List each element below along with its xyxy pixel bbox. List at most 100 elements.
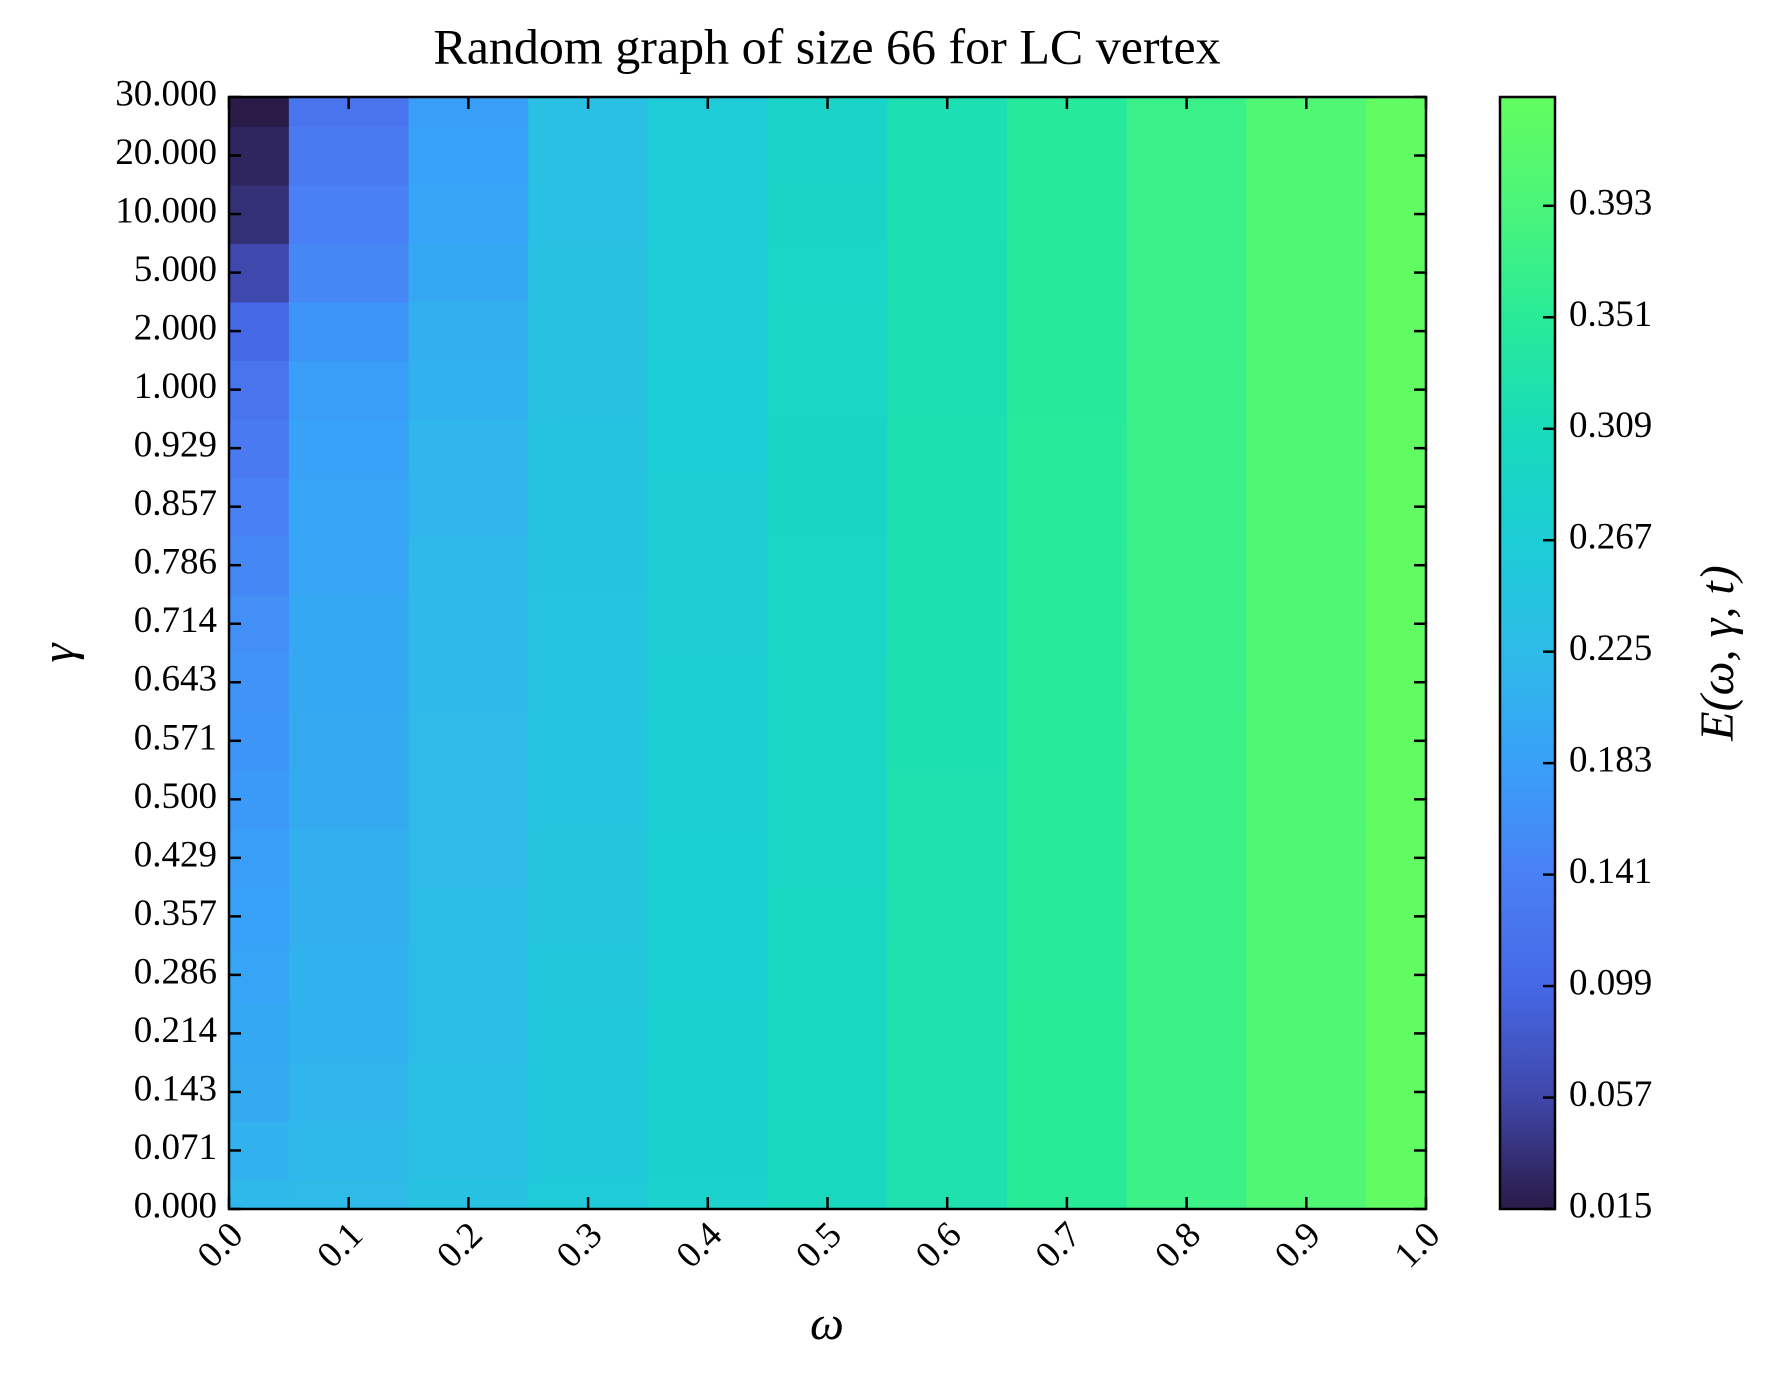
- heatmap-cell: [767, 418, 888, 479]
- heatmap-cell: [1246, 184, 1367, 244]
- heatmap-cell: [887, 1062, 1008, 1122]
- heatmap-cell: [528, 360, 649, 420]
- heatmap-cell: [288, 1121, 410, 1181]
- colorbar-tick-label: 0.015: [1569, 1185, 1652, 1226]
- heatmap-cell: [288, 126, 410, 186]
- heatmap-cell: [1007, 360, 1128, 420]
- heatmap-cell: [528, 477, 649, 537]
- heatmap-cell: [767, 1004, 888, 1064]
- heatmap-cell: [1246, 653, 1367, 713]
- heatmap-cell: [408, 301, 529, 361]
- heatmap-cell: [647, 945, 769, 1005]
- heatmap-cell: [1246, 711, 1367, 771]
- heatmap-cell: [1246, 1004, 1367, 1064]
- heatmap-cell: [767, 594, 888, 654]
- heatmap-cell: [767, 243, 888, 303]
- heatmap-cell: [1246, 1121, 1367, 1181]
- colorbar-tick-label: 0.225: [1569, 628, 1652, 669]
- y-tick-label: 0.000: [134, 1185, 217, 1226]
- heatmap-cell: [767, 770, 888, 830]
- heatmap-cell: [1126, 653, 1248, 713]
- x-tick-label: 1.0: [1387, 1214, 1449, 1276]
- x-tick-label: 0.1: [309, 1214, 371, 1276]
- heatmap-cell: [1126, 126, 1248, 186]
- chart-title: Random graph of size 66 for LC vertex: [433, 18, 1220, 74]
- heatmap-cell: [408, 887, 529, 947]
- heatmap-cell: [528, 301, 649, 361]
- heatmap-cell: [408, 243, 529, 303]
- heatmap-cell: [887, 477, 1008, 537]
- colorbar-tick-label: 0.057: [1569, 1074, 1652, 1115]
- heatmap-cell: [767, 126, 888, 186]
- heatmap-cell: [528, 828, 649, 888]
- x-tick-label: 0.2: [429, 1214, 491, 1276]
- y-tick-label: 0.500: [134, 776, 217, 817]
- y-tick-label: 0.071: [134, 1127, 217, 1168]
- heatmap-cell: [1007, 535, 1128, 596]
- heatmap-cell: [647, 1062, 769, 1122]
- heatmap-cell: [528, 770, 649, 830]
- heatmap-cell: [288, 887, 410, 947]
- heatmap-cell: [1126, 1121, 1248, 1181]
- colorbar-label: E(ω, γ, t): [1691, 565, 1744, 741]
- heatmap-cell: [647, 770, 769, 830]
- heatmap-cell: [1246, 945, 1367, 1005]
- heatmap-cell: [887, 535, 1008, 596]
- colorbar: [1498, 95, 1557, 1211]
- heatmap-cell: [1246, 360, 1367, 420]
- heatmap-cell: [647, 711, 769, 771]
- x-tick-label: 0.7: [1028, 1214, 1090, 1276]
- heatmap-cell: [1126, 301, 1248, 361]
- y-tick-label: 20.000: [115, 132, 217, 173]
- heatmap-cell: [1246, 418, 1367, 479]
- x-tick-label: 0.8: [1147, 1214, 1209, 1276]
- colorbar-tick-label: 0.393: [1569, 182, 1652, 223]
- heatmap-cell: [1126, 243, 1248, 303]
- heatmap-cell: [1126, 1004, 1248, 1064]
- heatmap-cell: [1126, 887, 1248, 947]
- heatmap-cell: [767, 535, 888, 596]
- y-tick-label: 2.000: [134, 308, 217, 349]
- heatmap-cell: [887, 418, 1008, 479]
- heatmap-cell: [1007, 594, 1128, 654]
- heatmap-cell: [1007, 711, 1128, 771]
- heatmap-cell: [647, 887, 769, 947]
- heatmap-cell: [647, 828, 769, 888]
- heatmap-cell: [1366, 1179, 1426, 1209]
- heatmap-cell: [408, 828, 529, 888]
- heatmap-cell: [647, 477, 769, 537]
- heatmap-cell: [767, 1121, 888, 1181]
- heatmap-cell: [288, 360, 410, 420]
- heatmap-cell: [1007, 126, 1128, 186]
- heatmap-cell: [887, 1121, 1008, 1181]
- heatmap-cell: [1246, 1062, 1367, 1122]
- heatmap-cell: [408, 770, 529, 830]
- heatmap-cell: [1246, 301, 1367, 361]
- heatmap-cell: [767, 360, 888, 420]
- heatmap-cell: [1246, 477, 1367, 537]
- heatmap-cell: [647, 418, 769, 479]
- y-tick-label: 0.214: [134, 1010, 217, 1051]
- heatmap-cell: [1126, 945, 1248, 1005]
- heatmap-cell: [767, 477, 888, 537]
- heatmap-cell: [528, 653, 649, 713]
- heatmap-cell: [647, 653, 769, 713]
- heatmap-cell: [647, 126, 769, 186]
- heatmap-cell: [647, 360, 769, 420]
- heatmap-cell: [1246, 594, 1367, 654]
- heatmap-cell: [1126, 828, 1248, 888]
- colorbar-tick-label: 0.141: [1569, 851, 1652, 892]
- colorbar-tick-label: 0.183: [1569, 740, 1652, 781]
- y-axis-label: γ: [32, 642, 85, 662]
- heatmap-cell: [1246, 770, 1367, 830]
- colorbar-tick-label: 0.309: [1569, 405, 1652, 446]
- heatmap-cell: [288, 711, 410, 771]
- heatmap-cell: [1126, 1062, 1248, 1122]
- heatmap-cell: [288, 535, 410, 596]
- y-tick-label: 0.929: [134, 425, 217, 466]
- heatmap-cell: [1246, 828, 1367, 888]
- heatmap-cell: [1007, 770, 1128, 830]
- heatmap-cell: [528, 945, 649, 1005]
